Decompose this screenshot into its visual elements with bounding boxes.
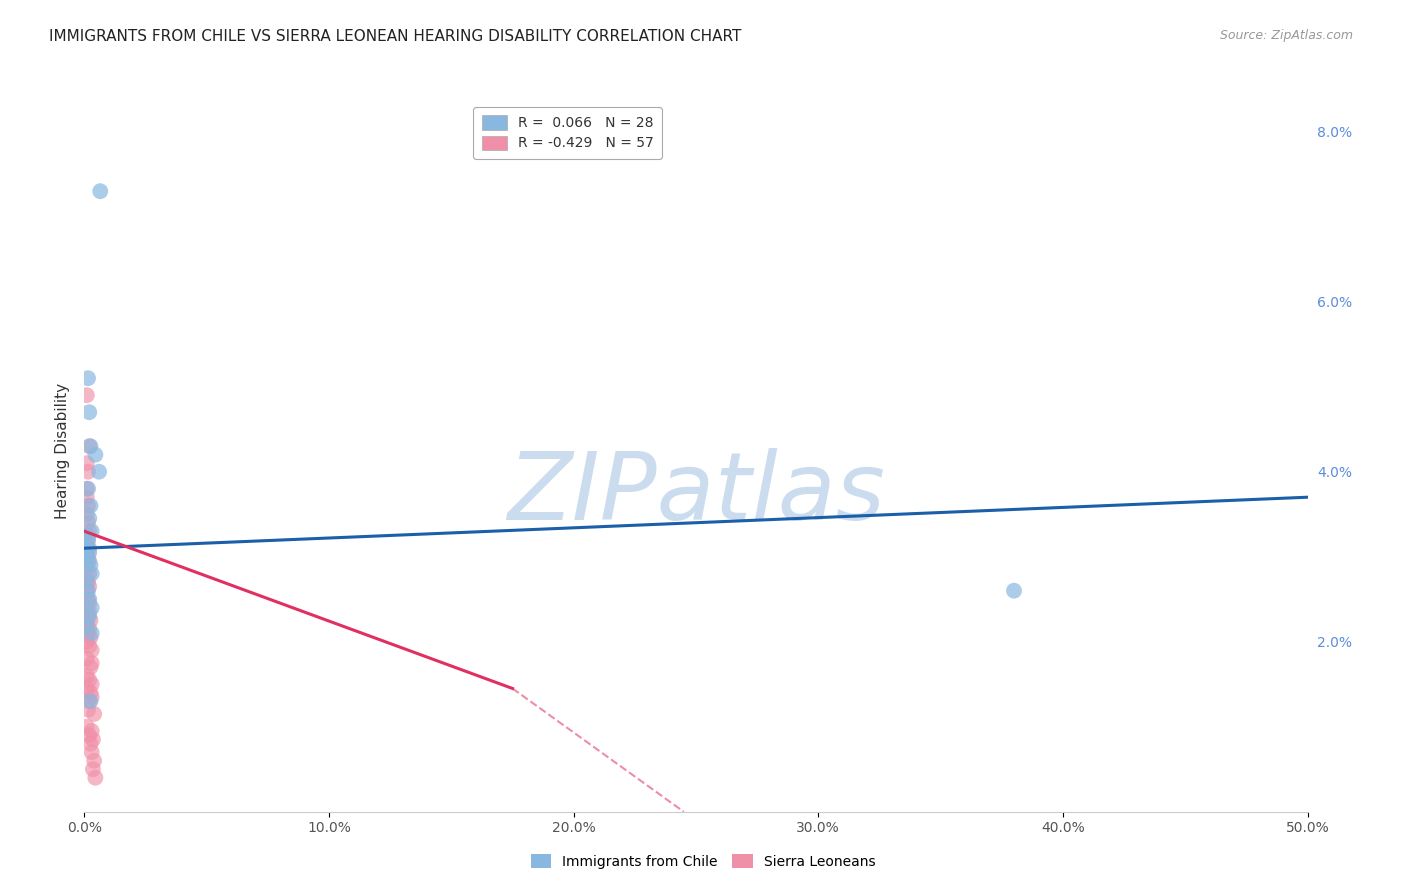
Point (76, 720, 98, 734)
Point (77, 566, 100, 581)
Point (77, 609, 100, 624)
Point (76, 490, 98, 504)
Y-axis label: Hearing Disability: Hearing Disability (55, 383, 70, 518)
Point (80, 690, 103, 704)
Point (76, 537, 98, 551)
Point (1002, 583, 1025, 598)
Point (77, 405, 100, 419)
Point (79, 558, 101, 573)
Point (79, 499, 101, 513)
Point (77, 482, 100, 496)
Point (77, 597, 100, 611)
Text: ZIPatlas: ZIPatlas (508, 449, 884, 540)
Point (77, 541, 100, 556)
Point (76, 545, 98, 559)
Legend: Immigrants from Chile, Sierra Leoneans: Immigrants from Chile, Sierra Leoneans (524, 849, 882, 874)
Point (79, 737, 101, 751)
Point (77, 541, 100, 556)
Point (83, 754, 105, 768)
Point (77, 592, 100, 607)
Point (77, 592, 100, 607)
Point (79, 686, 101, 700)
Point (77, 511, 100, 525)
Point (77, 465, 100, 479)
Point (76, 651, 98, 665)
Point (80, 626, 103, 640)
Point (77, 524, 100, 539)
Point (77, 639, 100, 653)
Point (76, 669, 98, 683)
Point (77, 579, 100, 593)
Point (84, 771, 107, 785)
Point (76, 583, 98, 598)
Text: IMMIGRANTS FROM CHILE VS SIERRA LEONEAN HEARING DISABILITY CORRELATION CHART: IMMIGRANTS FROM CHILE VS SIERRA LEONEAN … (49, 29, 741, 45)
Point (77, 545, 100, 559)
Point (77, 516, 100, 530)
Point (80, 643, 103, 657)
Point (77, 554, 100, 568)
Point (79, 694, 101, 708)
Point (80, 600, 103, 615)
Point (77, 549, 100, 564)
Point (80, 566, 103, 581)
Point (80, 745, 103, 759)
Point (89, 184, 111, 198)
Text: Source: ZipAtlas.com: Source: ZipAtlas.com (1219, 29, 1353, 43)
Point (83, 706, 105, 721)
Point (80, 656, 103, 670)
Point (80, 723, 103, 738)
Point (80, 524, 103, 539)
Point (77, 499, 100, 513)
Point (76, 528, 98, 542)
Point (76, 600, 98, 615)
Point (82, 732, 104, 747)
Legend: R =  0.066   N = 28, R = -0.429   N = 57: R = 0.066 N = 28, R = -0.429 N = 57 (474, 107, 662, 159)
Point (77, 533, 100, 547)
Point (79, 631, 101, 645)
Point (79, 660, 101, 674)
Point (77, 439, 100, 453)
Point (76, 681, 98, 696)
Point (77, 673, 100, 687)
Point (77, 622, 100, 636)
Point (76, 482, 98, 496)
Point (77, 554, 100, 568)
Point (77, 703, 100, 717)
Point (77, 371, 100, 385)
Point (76, 456, 98, 470)
Point (76, 388, 98, 402)
Point (76, 549, 98, 564)
Point (82, 762, 104, 776)
Point (79, 439, 101, 453)
Point (76, 617, 98, 632)
Point (77, 728, 100, 742)
Point (80, 677, 103, 691)
Point (76, 575, 98, 590)
Point (84, 448, 107, 462)
Point (77, 694, 100, 708)
Point (76, 558, 98, 573)
Point (77, 605, 100, 619)
Point (77, 533, 100, 547)
Point (79, 614, 101, 628)
Point (76, 634, 98, 648)
Point (76, 528, 98, 542)
Point (76, 507, 98, 521)
Point (87, 465, 110, 479)
Point (76, 537, 98, 551)
Point (77, 609, 100, 624)
Point (76, 571, 98, 585)
Point (77, 583, 100, 598)
Point (77, 626, 100, 640)
Point (77, 575, 100, 590)
Point (76, 617, 98, 632)
